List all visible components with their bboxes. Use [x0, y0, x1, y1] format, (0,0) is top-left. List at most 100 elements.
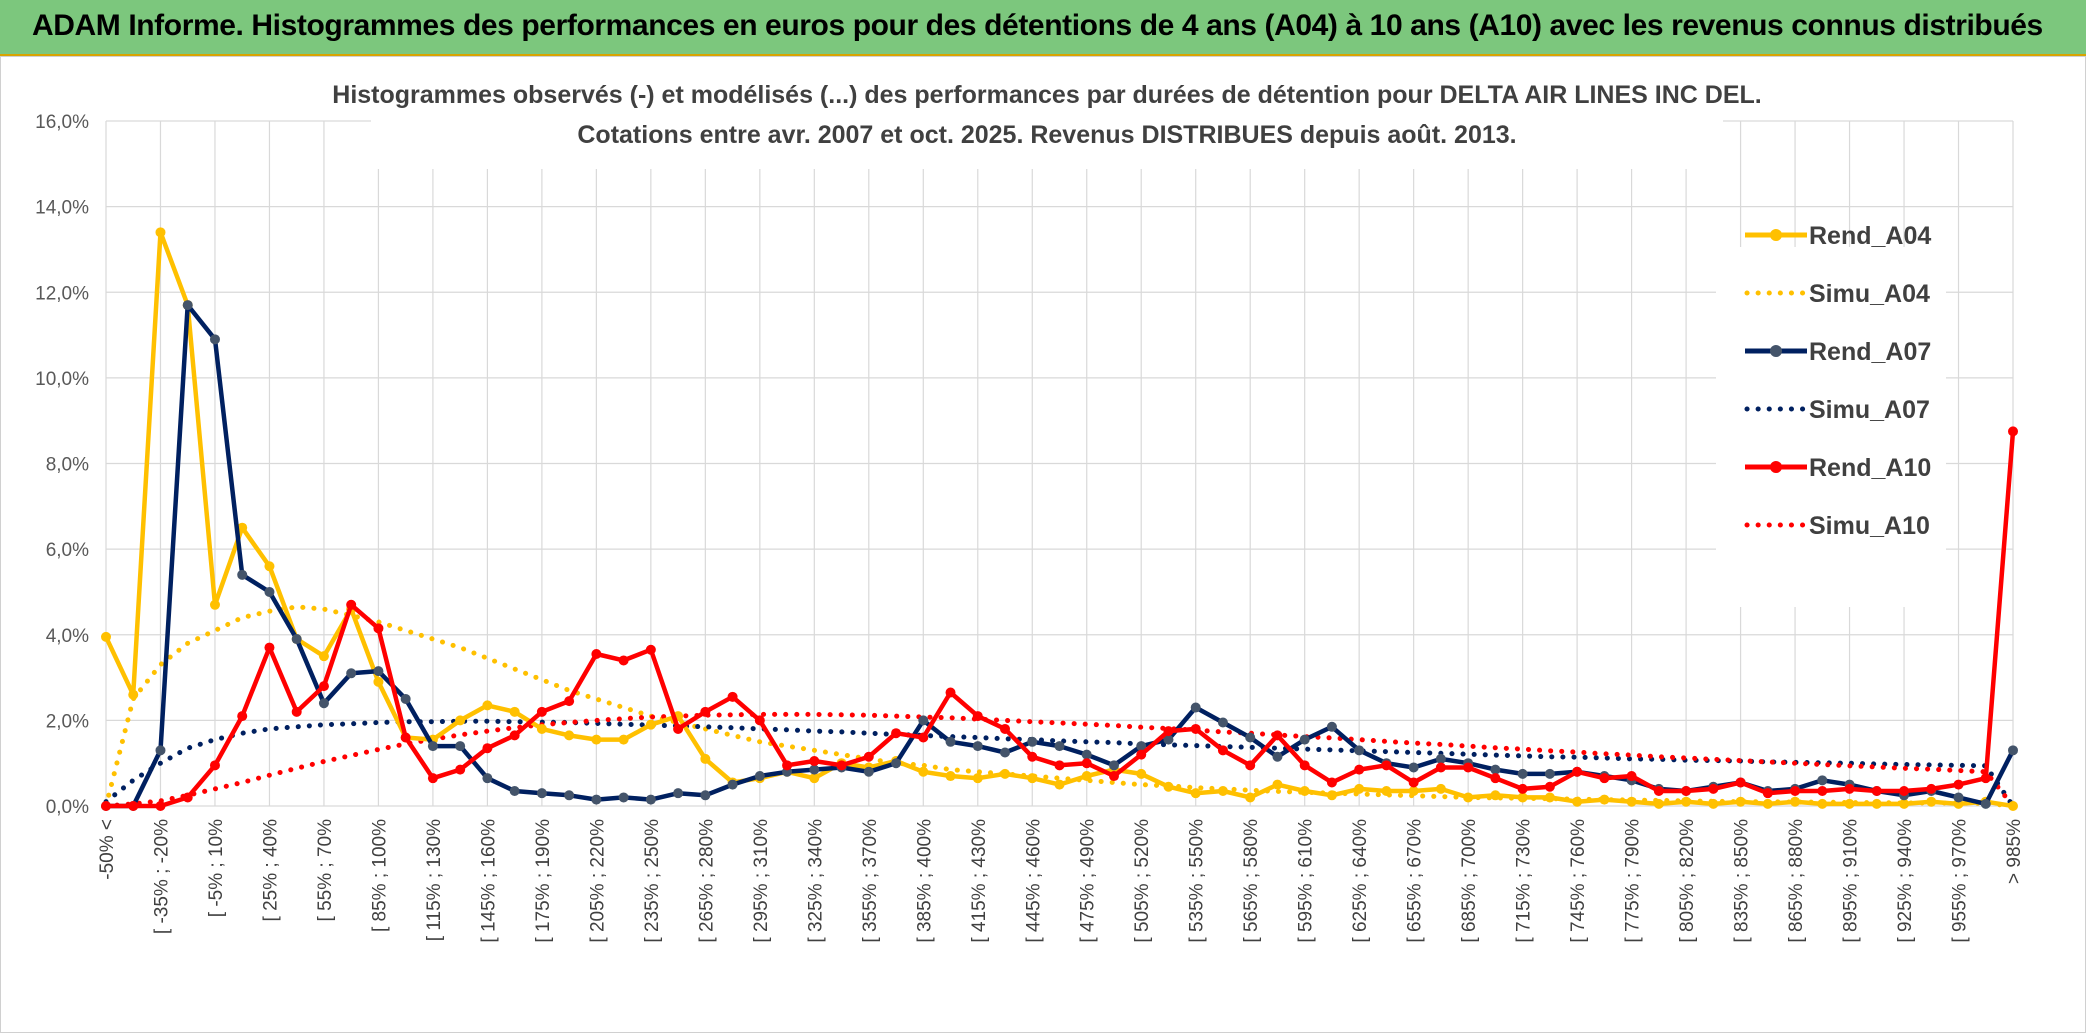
series-rend-a04-point: [1572, 796, 1583, 807]
x-tick-label: [ 145% ; 160%: [478, 819, 499, 943]
series-rend-a04-point: [1354, 783, 1365, 794]
y-tick-label: 12,0%: [35, 283, 89, 304]
x-tick-label: [ 505% ; 520%: [1132, 819, 1153, 943]
series-rend-a04-point: [1163, 781, 1174, 792]
series-rend-a04-point: [1626, 796, 1637, 807]
y-tick-label: 16,0%: [35, 112, 89, 133]
series-rend-a10-point: [536, 706, 547, 717]
series-rend-a04-point: [264, 561, 275, 572]
series-rend-a07-point: [455, 741, 466, 752]
series-rend-a10-point: [618, 655, 629, 666]
series-rend-a04-point: [1708, 798, 1719, 809]
series-rend-a07-point: [536, 788, 547, 799]
y-tick-label: 4,0%: [46, 626, 89, 647]
series-rend-a07-point: [155, 745, 166, 756]
series-rend-a07-point: [346, 668, 357, 679]
chart-subtitle: Cotations entre avr. 2007 et oct. 2025. …: [577, 121, 1516, 149]
series-rend-a07-point: [1217, 717, 1228, 728]
series-rend-a10-point: [400, 732, 411, 743]
series-rend-a10-point: [1735, 777, 1746, 788]
series-rend-a04-point: [1299, 786, 1310, 797]
series-rend-a07-point: [400, 693, 411, 704]
series-rend-a10-point: [1681, 786, 1692, 797]
series-rend-a07-point: [1326, 721, 1337, 732]
legend-marker-rend-a10: [1770, 461, 1782, 473]
series-rend-a07-point: [1490, 764, 1501, 775]
series-rend-a07-point: [1817, 775, 1828, 786]
x-tick-label: [ 625% ; 640%: [1350, 819, 1371, 943]
series-rend-a10-point: [346, 599, 357, 610]
series-rend-a04-point: [700, 753, 711, 764]
series-rend-a04-point: [209, 599, 220, 610]
x-tick-label: [ 895% ; 910%: [1841, 819, 1862, 943]
series-rend-a04-point: [1190, 788, 1201, 799]
series-rend-a07-point: [618, 792, 629, 803]
series-rend-a04-point: [1517, 792, 1528, 803]
legend-background: [1716, 247, 1946, 607]
series-rend-a07-point: [1000, 747, 1011, 758]
series-rend-a10-point: [291, 706, 302, 717]
series-rend-a04-point: [1735, 796, 1746, 807]
series-rend-a04-point: [1790, 796, 1801, 807]
series-rend-a10-point: [427, 773, 438, 784]
series-rend-a10-point: [700, 706, 711, 717]
series-rend-a07-point: [645, 794, 656, 805]
x-tick-label: [ 745% ; 760%: [1568, 819, 1589, 943]
x-tick-label: [ 865% ; 880%: [1786, 819, 1807, 943]
series-rend-a10-point: [754, 715, 765, 726]
series-rend-a07-point: [1953, 792, 1964, 803]
series-rend-a07-point: [591, 794, 602, 805]
series-rend-a07-point: [482, 773, 493, 784]
series-rend-a10-point: [182, 792, 193, 803]
series-rend-a10-point: [101, 801, 111, 811]
x-tick-label: [ 805% ; 820%: [1677, 819, 1698, 943]
x-tick-label: [ 175% ; 190%: [533, 819, 554, 943]
series-rend-a10-point: [1899, 786, 1910, 797]
series-rend-a04-point: [2008, 801, 2018, 811]
series-rend-a04-point: [509, 706, 520, 717]
series-rend-a04-point: [101, 631, 111, 642]
series-rend-a10-point: [1980, 773, 1991, 784]
series-rend-a10-point: [782, 760, 793, 771]
series-rend-a10-point: [1490, 773, 1501, 784]
series-rend-a04-point: [318, 651, 329, 662]
series-rend-a10-point: [509, 730, 520, 741]
series-rend-a10-point: [1081, 758, 1092, 769]
series-rend-a04-point: [918, 766, 929, 777]
x-tick-label: [ 715% ; 730%: [1514, 819, 1535, 943]
series-rend-a04-point: [536, 723, 547, 734]
series-rend-a10-point: [564, 696, 575, 707]
series-rend-a10-point: [1108, 771, 1119, 782]
series-rend-a04-point: [1844, 798, 1855, 809]
series-rend-a10-point: [1762, 788, 1773, 799]
y-tick-label: 10,0%: [35, 369, 89, 390]
series-rend-a07-point: [809, 764, 820, 775]
series-rend-a10-point: [645, 644, 656, 655]
series-rend-a10-point: [237, 711, 248, 722]
series-rend-a07-point: [182, 300, 193, 311]
series-rend-a07-point: [700, 790, 711, 801]
series-rend-a04-point: [128, 689, 139, 700]
series-rend-a07-point: [754, 771, 765, 782]
series-rend-a07-point: [264, 586, 275, 597]
series-rend-a04-point: [1326, 790, 1337, 801]
series-rend-a04-point: [1000, 768, 1011, 779]
series-rend-a10-point: [1599, 773, 1610, 784]
y-axis-ticks: 0,0% 2,0% 4,0% 6,0% 8,0% 10,0% 12,0% 14,0% 16,0%: [35, 112, 89, 818]
series-rend-a07-point: [373, 666, 384, 677]
series-rend-a10-point: [1844, 783, 1855, 794]
series-rend-a07-point: [1517, 768, 1528, 779]
series-rend-a04-point: [1381, 786, 1392, 797]
series-rend-a10-point: [891, 728, 902, 739]
x-tick-label: [ 205% ; 220%: [587, 819, 608, 943]
series-rend-a04-point: [591, 734, 602, 745]
series-rend-a10-point: [1435, 762, 1446, 773]
series-rend-a07-point: [1136, 741, 1147, 752]
series-rend-a10-point: [945, 687, 956, 698]
series-rend-a04-point: [1245, 792, 1256, 803]
x-tick-label: [ 385% ; 400%: [914, 819, 935, 943]
series-rend-a10-point: [2008, 426, 2018, 437]
legend-label-simu-a04: Simu_A04: [1809, 280, 1930, 308]
header-banner: ADAM Informe. Histogrammes des performan…: [0, 0, 2086, 56]
series-rend-a10-point: [918, 732, 929, 743]
